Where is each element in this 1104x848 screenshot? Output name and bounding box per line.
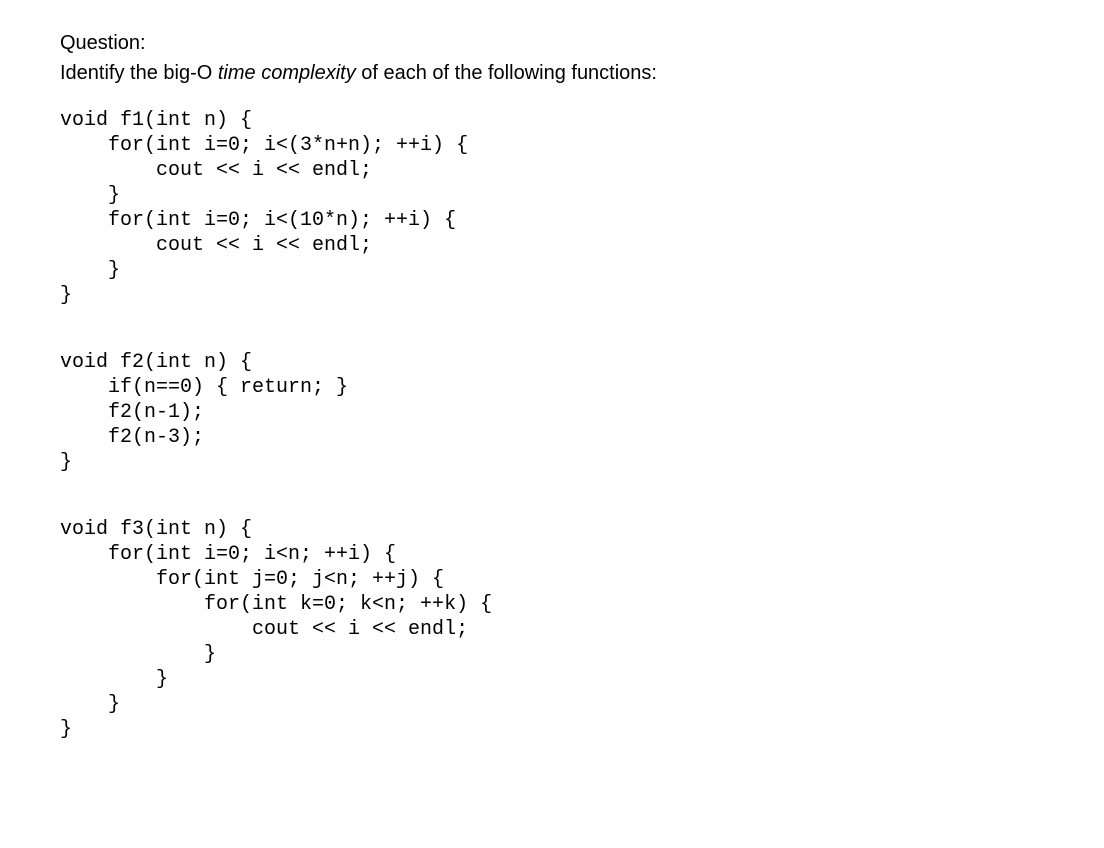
code-function-f1: void f1(int n) { for(int i=0; i<(3*n+n);…: [60, 108, 1044, 308]
code-function-f2: void f2(int n) { if(n==0) { return; } f2…: [60, 350, 1044, 475]
question-prompt-prefix: Identify the big-O: [60, 62, 218, 84]
question-prompt-suffix: of each of the following functions:: [356, 62, 657, 84]
question-label: Question:: [60, 28, 1044, 58]
question-prompt-italic: time complexity: [218, 62, 356, 84]
question-prompt: Identify the big-O time complexity of ea…: [60, 58, 1044, 88]
question-header: Question: Identify the big-O time comple…: [60, 28, 1044, 88]
code-function-f3: void f3(int n) { for(int i=0; i<n; ++i) …: [60, 517, 1044, 742]
